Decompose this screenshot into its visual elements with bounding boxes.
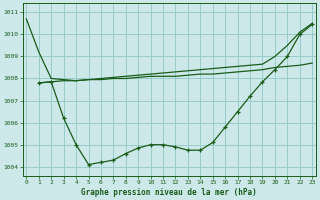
X-axis label: Graphe pression niveau de la mer (hPa): Graphe pression niveau de la mer (hPa) xyxy=(81,188,257,197)
